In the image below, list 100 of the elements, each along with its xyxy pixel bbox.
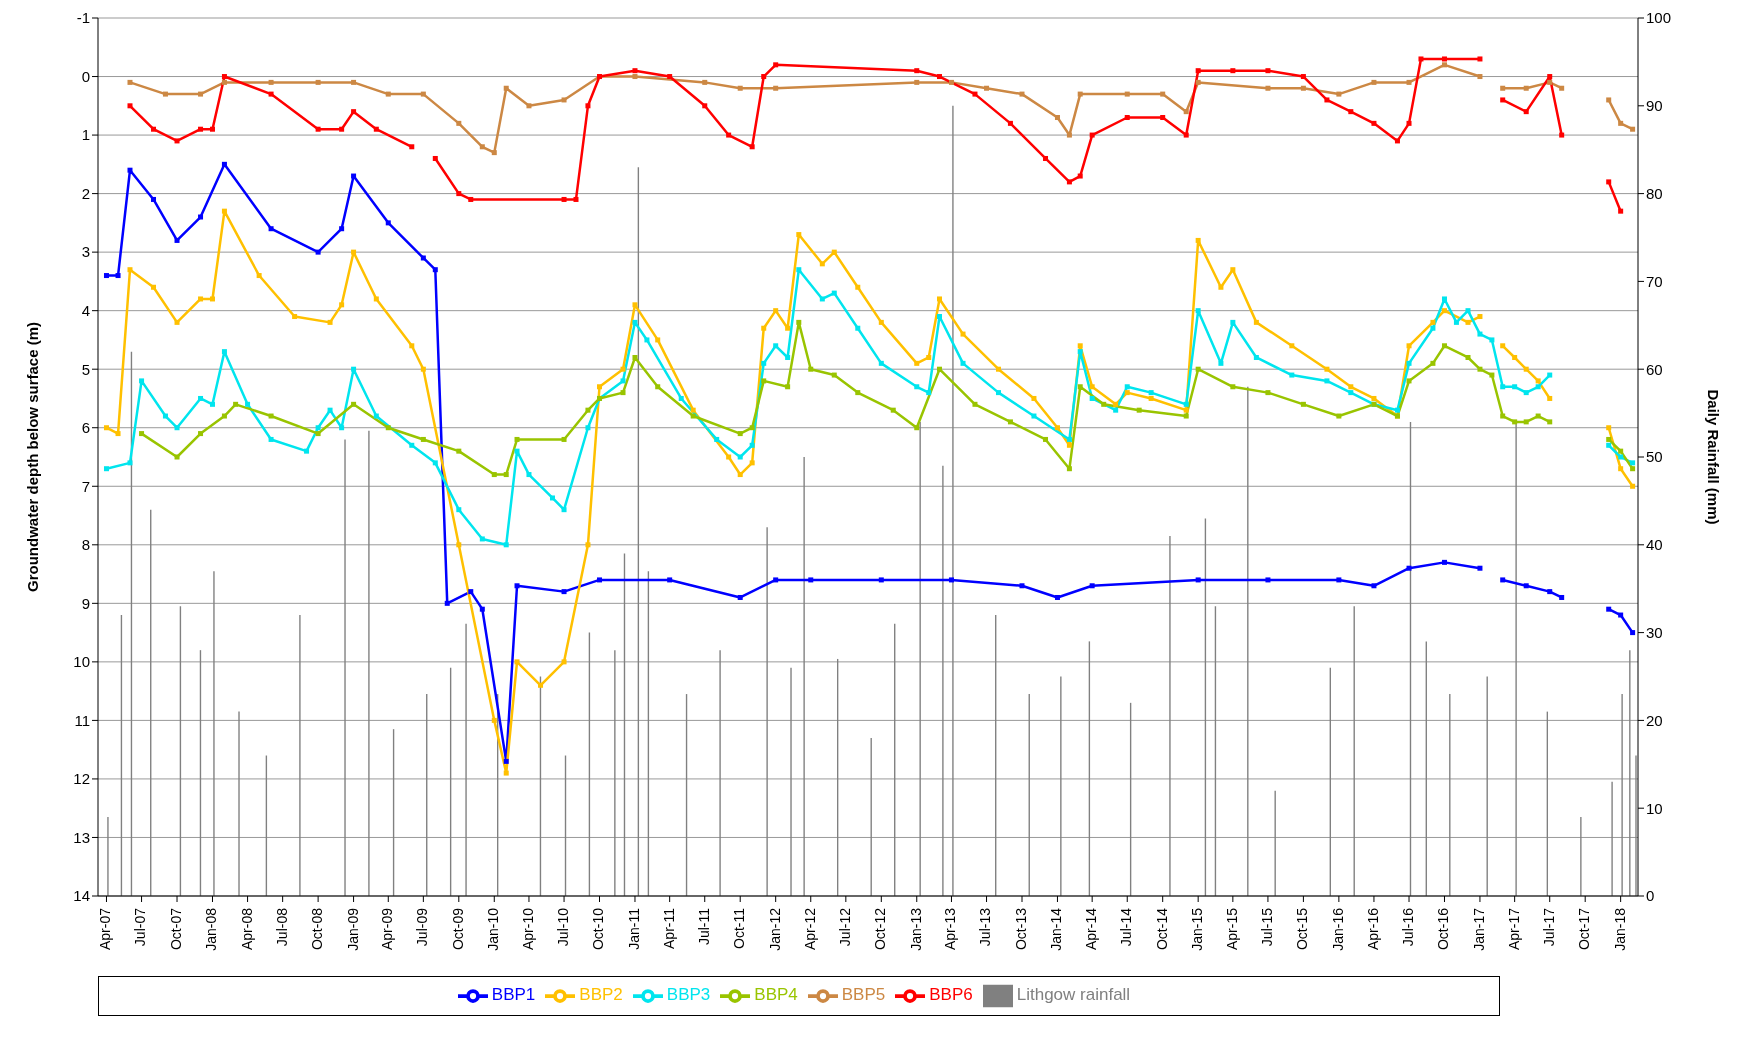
point xyxy=(1618,120,1624,126)
point xyxy=(914,68,920,74)
point xyxy=(737,594,743,600)
point xyxy=(1195,577,1201,583)
point xyxy=(1630,630,1636,636)
y-tick-label: 8 xyxy=(81,536,90,554)
legend-label: BBP3 xyxy=(666,985,711,1005)
point xyxy=(198,91,204,97)
point xyxy=(127,79,133,85)
point xyxy=(1089,583,1095,589)
point xyxy=(1054,594,1060,600)
point xyxy=(1124,91,1130,97)
point xyxy=(1160,91,1166,97)
point xyxy=(1183,132,1189,138)
y2-tick-label: 100 xyxy=(1646,9,1672,27)
point xyxy=(1230,68,1236,74)
y-tick-label: 13 xyxy=(73,828,90,846)
point xyxy=(151,196,157,202)
legend-label: BBP6 xyxy=(929,985,973,1005)
y-tick-label: -1 xyxy=(76,9,90,27)
point xyxy=(1124,115,1130,121)
y-tick-label: 14 xyxy=(73,887,90,905)
point xyxy=(878,577,884,583)
point xyxy=(526,103,532,109)
legend-label: BBP4 xyxy=(754,985,798,1005)
point xyxy=(514,583,520,589)
point xyxy=(1547,79,1553,85)
point xyxy=(1371,583,1377,589)
point xyxy=(432,155,438,161)
x-tick-label: Oct-09 xyxy=(449,907,466,951)
point xyxy=(1336,91,1342,97)
point xyxy=(409,144,415,150)
point xyxy=(1406,565,1412,571)
point xyxy=(1477,74,1483,80)
y-tick-label: 0 xyxy=(81,67,90,85)
x-tick-label: Apr-08 xyxy=(238,907,255,951)
point xyxy=(1523,583,1529,589)
x-tick-label: Jan-13 xyxy=(907,907,924,951)
point xyxy=(1441,559,1447,565)
point xyxy=(351,173,357,179)
point xyxy=(479,606,485,612)
point xyxy=(1265,68,1271,74)
y-tick-label: 9 xyxy=(81,594,90,612)
point xyxy=(268,79,274,85)
point xyxy=(221,79,227,85)
point xyxy=(1523,109,1529,115)
point xyxy=(385,91,391,97)
point xyxy=(1043,155,1049,161)
x-tick-label: Jan-11 xyxy=(625,907,642,950)
point xyxy=(479,144,485,150)
point xyxy=(315,79,321,85)
point xyxy=(420,255,426,261)
point xyxy=(948,79,954,85)
y-tick-label: 10 xyxy=(73,653,90,671)
y-tick-label: 12 xyxy=(73,770,90,788)
point xyxy=(702,79,708,85)
point xyxy=(702,103,708,109)
y-tick-label: 2 xyxy=(81,184,90,202)
point xyxy=(1077,173,1083,179)
point xyxy=(1160,115,1166,121)
point xyxy=(491,150,497,156)
point xyxy=(1441,62,1447,68)
point xyxy=(1606,179,1612,185)
point xyxy=(1371,79,1377,85)
point xyxy=(351,109,357,115)
y2-tick-label: 40 xyxy=(1646,536,1663,554)
x-tick-label: Jul-09 xyxy=(414,907,431,947)
x-tick-label: Jan-15 xyxy=(1189,907,1206,951)
point xyxy=(1348,109,1354,115)
x-tick-label: Oct-17 xyxy=(1576,907,1593,951)
point xyxy=(761,74,767,80)
point xyxy=(561,97,567,103)
x-tick-label: Jan-08 xyxy=(203,907,220,951)
y-tick-label: 7 xyxy=(81,477,90,495)
y2-tick-label: 10 xyxy=(1646,799,1663,817)
y2-tick-label: 30 xyxy=(1646,623,1663,641)
x-tick-label: Jul-15 xyxy=(1258,907,1275,947)
point xyxy=(1066,132,1072,138)
point xyxy=(937,74,943,80)
x-tick-label: Oct-14 xyxy=(1153,907,1170,951)
point xyxy=(1336,577,1342,583)
x-tick-label: Apr-17 xyxy=(1505,907,1522,951)
point xyxy=(339,226,345,232)
x-tick-label: Apr-07 xyxy=(97,907,114,951)
y2-tick-label: 80 xyxy=(1646,184,1663,202)
y2-axis-title: Daily Rainfall (mm) xyxy=(1704,389,1722,525)
point xyxy=(1630,126,1636,132)
point xyxy=(1406,120,1412,126)
x-tick-label: Oct-11 xyxy=(731,907,748,949)
x-tick-label: Jul-10 xyxy=(554,907,571,947)
point xyxy=(1441,56,1447,62)
point xyxy=(1606,97,1612,103)
x-tick-label: Apr-11 xyxy=(660,907,677,949)
point xyxy=(726,132,732,138)
point xyxy=(268,91,274,97)
x-tick-label: Apr-10 xyxy=(519,907,536,951)
point xyxy=(115,273,121,279)
x-tick-label: Oct-15 xyxy=(1294,907,1311,951)
x-tick-label: Jan-10 xyxy=(485,907,502,951)
point xyxy=(174,138,180,144)
